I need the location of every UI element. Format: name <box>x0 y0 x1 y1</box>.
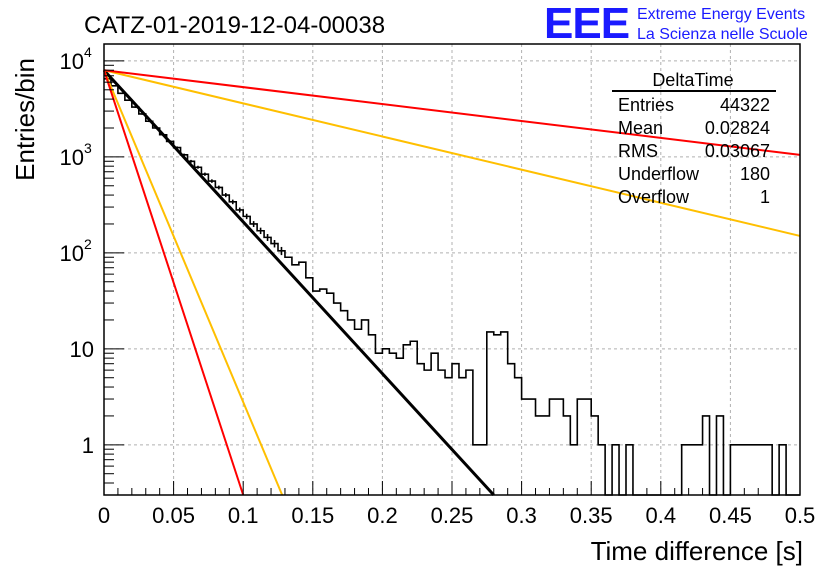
stats-label: Mean <box>618 118 663 138</box>
x-tick-label: 0.5 <box>785 503 816 528</box>
stats-name: DeltaTime <box>652 70 733 90</box>
stats-value: 1 <box>760 187 770 207</box>
x-tick-label: 0.05 <box>152 503 195 528</box>
x-tick-label: 0.45 <box>709 503 752 528</box>
y-tick-exponent: 3 <box>84 140 92 156</box>
stats-box: DeltaTime Entries 44322 Mean 0.02824 RMS 0.03… <box>612 70 776 207</box>
x-tick-label: 0.3 <box>506 503 537 528</box>
chart-title: CATZ-01-2019-12-04-00038 <box>84 12 385 39</box>
fit-line <box>103 69 284 496</box>
x-tick-label: 0.2 <box>367 503 398 528</box>
y-tick-label: 10 <box>60 49 84 74</box>
y-tick-label: 1 <box>82 433 94 458</box>
x-tick-label: 0 <box>98 503 110 528</box>
fit-line <box>103 69 801 237</box>
x-tick-label: 0.1 <box>228 503 259 528</box>
logo-line-2: La Scienza nelle Scuole <box>637 26 808 43</box>
stats-label: Overflow <box>618 187 690 207</box>
y-axis-label: Entries/bin <box>10 58 40 181</box>
fit-lines <box>102 69 801 497</box>
stats-label: Underflow <box>618 164 700 184</box>
stats-rows: Entries 44322 Mean 0.02824 RMS 0.03067Underfl… <box>618 95 770 207</box>
y-tick-label: 10 <box>60 145 84 170</box>
stats-value: 0.03067 <box>705 141 770 161</box>
x-tick-label: 0.15 <box>291 503 334 528</box>
x-axis: 0 0.05 0.1 0.15 0.2 0.25 0.3 0.35 0.4 0.45 0.5 <box>98 481 815 528</box>
stats-value: 44322 <box>720 95 770 115</box>
stats-value: 180 <box>740 164 770 184</box>
fit-line <box>103 69 245 496</box>
stats-label: Entries <box>618 95 674 115</box>
stats-label: RMS <box>618 141 658 161</box>
x-axis-label: Time difference [s] <box>591 536 803 566</box>
fit-line <box>102 69 495 497</box>
y-tick-exponent: 2 <box>84 236 92 252</box>
y-tick-exponent: 4 <box>84 44 92 60</box>
fit-line <box>103 69 801 156</box>
x-tick-label: 0.35 <box>570 503 613 528</box>
x-tick-label: 0.25 <box>431 503 474 528</box>
y-tick-label: 10 <box>60 241 84 266</box>
y-tick-label: 10 <box>70 337 94 362</box>
eee-logo: EEE <box>544 0 629 48</box>
stats-value: 0.02824 <box>705 118 770 138</box>
x-tick-label: 0.4 <box>646 503 677 528</box>
logo-line-1: Extreme Energy Events <box>637 6 805 23</box>
